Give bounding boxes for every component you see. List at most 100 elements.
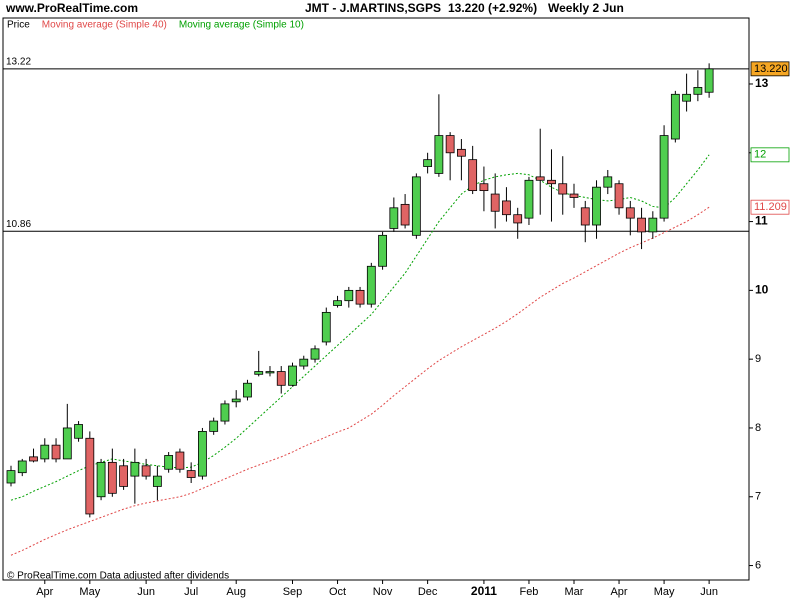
candle-body: [479, 183, 489, 192]
candle-body: [51, 444, 61, 460]
reference-label: 10.86: [6, 219, 31, 230]
x-tick-label: Mar: [565, 586, 584, 598]
x-tick-label: Jul: [184, 586, 198, 598]
candle-body: [265, 371, 275, 374]
legend-entry: Moving average (Simple 40): [42, 20, 167, 31]
last-value-box: [750, 199, 790, 215]
candle-body: [502, 200, 511, 216]
x-tick-label: Feb: [519, 586, 538, 598]
candle-body: [209, 420, 219, 432]
candle-body: [659, 135, 669, 219]
candle-body: [456, 148, 466, 157]
candle-body: [85, 437, 95, 515]
candle-body: [152, 475, 162, 487]
candle-body: [130, 461, 140, 477]
last-change: 13.220 (+2.92%): [448, 1, 537, 15]
last-value-box: [750, 61, 790, 77]
y-tick-label: 11: [755, 214, 768, 228]
candle-body: [625, 207, 635, 219]
x-tick-label: Jun: [700, 586, 718, 598]
candle-body: [468, 159, 478, 192]
candle-body: [198, 431, 207, 477]
candle-body: [434, 135, 444, 174]
candle-body: [321, 311, 331, 343]
y-tick-label: 6: [755, 559, 761, 571]
x-tick-label: Dec: [418, 586, 438, 598]
x-tick-label: Apr: [610, 586, 627, 598]
candle-body: [682, 93, 691, 102]
legend-entry: Price: [7, 20, 30, 31]
candle-body: [558, 183, 568, 195]
x-tick-label: Oct: [329, 586, 346, 598]
candle-body: [299, 358, 309, 367]
candle-body: [524, 179, 534, 219]
y-tick-label: 8: [755, 422, 761, 434]
candle-body: [445, 135, 455, 154]
last-value-label: 13.220: [754, 63, 788, 75]
candle-body: [344, 289, 354, 302]
y-tick-label: 10: [755, 283, 769, 297]
candle-body: [231, 398, 241, 403]
candle-body: [704, 68, 714, 93]
candle-body: [96, 461, 106, 498]
candle-body: [378, 234, 387, 267]
x-tick-label: 2011: [471, 584, 497, 598]
candle-body: [74, 424, 83, 439]
candle-body: [141, 465, 151, 477]
candle-body: [119, 465, 128, 487]
candle-body: [254, 371, 264, 375]
candle-body: [693, 87, 703, 95]
candle-body: [637, 217, 646, 233]
candle-body: [17, 460, 27, 474]
y-tick-label: 9: [755, 353, 761, 365]
candle-body: [243, 382, 252, 398]
period: Weekly 2 Jun: [548, 1, 624, 15]
candle-body: [411, 176, 421, 236]
candle-body: [276, 371, 286, 386]
candle-body: [614, 183, 624, 209]
site-name: www.ProRealTime.com: [5, 1, 138, 15]
last-value-box: [750, 147, 790, 163]
candle-body: [366, 265, 376, 305]
candle-body: [603, 176, 613, 188]
candle-body: [580, 207, 590, 226]
y-tick-label: 7: [755, 491, 761, 503]
candle-body: [175, 451, 185, 470]
x-tick-label: Apr: [36, 586, 53, 598]
candle-body: [569, 193, 579, 198]
candle-body: [310, 348, 320, 360]
candle-body: [288, 365, 297, 386]
x-tick-label: Jun: [137, 586, 155, 598]
candle-body: [62, 427, 72, 460]
candle-body: [355, 289, 365, 305]
candle-body: [490, 193, 500, 212]
moving-average-line: [10, 206, 710, 556]
last-value-label: 12: [754, 149, 766, 161]
x-tick-label: Nov: [373, 586, 393, 598]
candle-body: [220, 403, 230, 422]
candle-body: [670, 93, 680, 140]
candle-body: [592, 186, 601, 226]
x-tick-label: Aug: [226, 586, 246, 598]
x-tick-label: May: [79, 586, 100, 598]
candle-body: [547, 179, 556, 185]
candle-body: [164, 455, 174, 470]
candle-body: [29, 456, 38, 462]
plot-frame: [2, 17, 750, 581]
candle-body: [648, 217, 658, 233]
x-tick-label: Sep: [283, 586, 303, 598]
chart-title: JMT - J.MARTINS,SGPS: [305, 1, 441, 15]
y-tick-label: 13: [755, 76, 769, 90]
candle-body: [333, 300, 342, 306]
footer: © ProRealTime.com Data adjusted after di…: [7, 571, 229, 582]
candle-body: [6, 470, 16, 484]
candle-body: [513, 214, 523, 224]
x-tick-label: May: [654, 586, 675, 598]
candle-body: [107, 461, 117, 494]
candle-body: [423, 159, 433, 167]
candle-body: [389, 207, 399, 229]
last-value-label: 11.209: [754, 201, 787, 213]
moving-average-line: [10, 154, 710, 501]
